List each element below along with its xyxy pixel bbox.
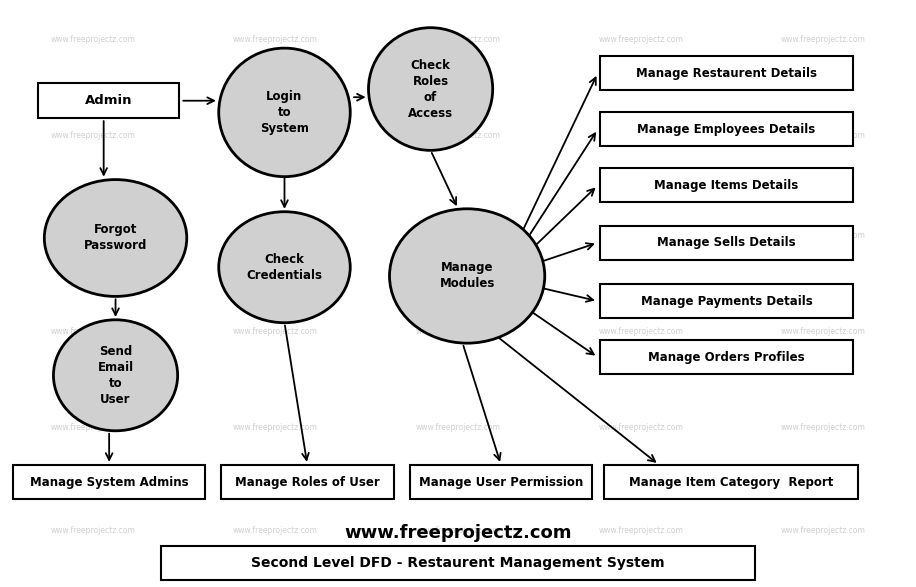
Text: www.freeprojectz.com: www.freeprojectz.com (233, 327, 318, 336)
Text: www.freeprojectz.com: www.freeprojectz.com (233, 423, 318, 433)
Ellipse shape (368, 28, 493, 150)
Text: Manage Item Category  Report: Manage Item Category Report (629, 475, 834, 489)
Text: www.freeprojectz.com: www.freeprojectz.com (780, 231, 866, 239)
Text: Manage Employees Details: Manage Employees Details (638, 123, 815, 136)
Text: Forgot
Password: Forgot Password (84, 224, 147, 252)
Text: www.freeprojectz.com: www.freeprojectz.com (50, 231, 136, 239)
Text: www.freeprojectz.com: www.freeprojectz.com (416, 35, 500, 44)
FancyBboxPatch shape (605, 465, 858, 499)
Text: www.freeprojectz.com: www.freeprojectz.com (780, 35, 866, 44)
Text: www.freeprojectz.com: www.freeprojectz.com (780, 327, 866, 336)
Text: www.freeprojectz.com: www.freeprojectz.com (416, 131, 500, 140)
Text: www.freeprojectz.com: www.freeprojectz.com (780, 423, 866, 433)
Text: Login
to
System: Login to System (260, 90, 309, 135)
Text: www.freeprojectz.com: www.freeprojectz.com (598, 131, 683, 140)
Text: www.freeprojectz.com: www.freeprojectz.com (50, 423, 136, 433)
Text: www.freeprojectz.com: www.freeprojectz.com (416, 327, 500, 336)
Ellipse shape (53, 320, 178, 431)
Text: Check
Credentials: Check Credentials (246, 253, 322, 282)
Text: www.freeprojectz.com: www.freeprojectz.com (598, 35, 683, 44)
Text: Manage Orders Profiles: Manage Orders Profiles (649, 350, 805, 364)
FancyBboxPatch shape (600, 112, 854, 146)
Text: Manage Restaurent Details: Manage Restaurent Details (636, 67, 817, 80)
Text: www.freeprojectz.com: www.freeprojectz.com (780, 131, 866, 140)
Text: Send
Email
to
User: Send Email to User (97, 345, 134, 406)
Text: www.freeprojectz.com: www.freeprojectz.com (416, 231, 500, 239)
Text: Manage Roles of User: Manage Roles of User (234, 475, 380, 489)
Text: Manage
Modules: Manage Modules (440, 261, 495, 291)
FancyBboxPatch shape (600, 284, 854, 318)
Text: Manage System Admins: Manage System Admins (30, 475, 189, 489)
Text: Manage Items Details: Manage Items Details (654, 179, 799, 192)
FancyBboxPatch shape (600, 226, 854, 259)
FancyBboxPatch shape (38, 83, 180, 118)
Text: www.freeprojectz.com: www.freeprojectz.com (50, 35, 136, 44)
Text: www.freeprojectz.com: www.freeprojectz.com (416, 423, 500, 433)
FancyBboxPatch shape (221, 465, 394, 499)
Ellipse shape (219, 212, 350, 323)
Text: www.freeprojectz.com: www.freeprojectz.com (598, 327, 683, 336)
Text: www.freeprojectz.com: www.freeprojectz.com (598, 231, 683, 239)
FancyBboxPatch shape (600, 340, 854, 374)
Text: www.freeprojectz.com: www.freeprojectz.com (233, 35, 318, 44)
Text: Manage Payments Details: Manage Payments Details (640, 295, 812, 308)
Text: www.freeprojectz.com: www.freeprojectz.com (233, 231, 318, 239)
Text: www.freeprojectz.com: www.freeprojectz.com (344, 524, 572, 542)
Ellipse shape (44, 180, 187, 296)
Text: www.freeprojectz.com: www.freeprojectz.com (233, 525, 318, 535)
Text: Admin: Admin (85, 94, 133, 107)
Text: www.freeprojectz.com: www.freeprojectz.com (50, 525, 136, 535)
Text: www.freeprojectz.com: www.freeprojectz.com (598, 525, 683, 535)
Text: www.freeprojectz.com: www.freeprojectz.com (598, 423, 683, 433)
Text: Second Level DFD - Restaurent Management System: Second Level DFD - Restaurent Management… (251, 556, 665, 570)
Text: www.freeprojectz.com: www.freeprojectz.com (233, 131, 318, 140)
FancyBboxPatch shape (409, 465, 593, 499)
Text: Manage User Permission: Manage User Permission (419, 475, 583, 489)
Text: www.freeprojectz.com: www.freeprojectz.com (416, 525, 500, 535)
Text: www.freeprojectz.com: www.freeprojectz.com (780, 525, 866, 535)
FancyBboxPatch shape (600, 56, 854, 90)
Text: www.freeprojectz.com: www.freeprojectz.com (50, 131, 136, 140)
Ellipse shape (389, 209, 545, 343)
FancyBboxPatch shape (13, 465, 205, 499)
FancyBboxPatch shape (161, 546, 755, 580)
Text: Manage Sells Details: Manage Sells Details (657, 236, 796, 249)
Ellipse shape (219, 48, 350, 177)
Text: Check
Roles
of
Access: Check Roles of Access (408, 59, 453, 120)
FancyBboxPatch shape (600, 168, 854, 203)
Text: www.freeprojectz.com: www.freeprojectz.com (50, 327, 136, 336)
